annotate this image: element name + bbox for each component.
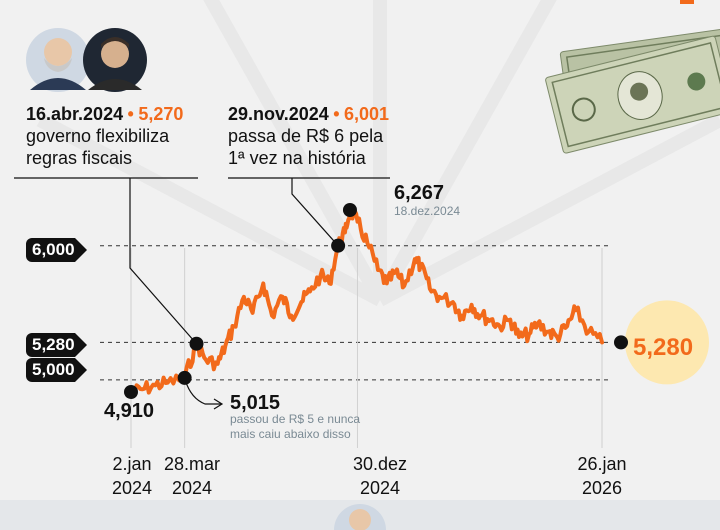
avatar-lula — [26, 28, 90, 92]
point-marker-4 — [342, 203, 357, 217]
end-value-highlight — [625, 300, 709, 385]
leader-fiscal-rules — [14, 177, 198, 345]
x-tick-label-4: 26.jan 2026 — [557, 452, 647, 500]
leader-passes-5 — [184, 377, 224, 410]
point-marker-5 — [614, 335, 628, 350]
leader-passes-6 — [228, 177, 390, 247]
point-marker-0 — [124, 385, 138, 399]
x-tick-label-2: 28.mar 2024 — [147, 452, 237, 500]
annotation-2-line1: passa de R$ 6 pela — [228, 126, 384, 146]
point-sublabel-peak: 18.dez.2024 — [394, 204, 461, 218]
brand-mark-fragment — [680, 0, 694, 4]
annotation-1-line1: governo flexibiliza — [26, 126, 170, 146]
x-tick-1-line1: 2.jan — [112, 454, 152, 474]
point-label-5015: 5,015 — [230, 392, 281, 414]
annotation-1-value: 5,270 — [138, 104, 184, 124]
x-tick-3-line1: 30.dez — [352, 454, 408, 474]
x-tick-1-line2: 2024 — [111, 478, 153, 498]
annotation-1-line2: regras fiscais — [26, 148, 133, 168]
annotation-2-date: 29.nov.2024 — [228, 104, 329, 124]
ref-pill-5280: 5,280 — [26, 333, 86, 357]
point-label-end: 5,280 — [633, 334, 694, 361]
x-tick-4-line2: 2026 — [581, 478, 623, 498]
annotation-1-bullet: • — [127, 104, 134, 124]
dollar-bills-illustration — [545, 28, 720, 154]
annotation-1-date: 16.abr.2024 — [26, 104, 124, 124]
annotation-2-bullet: • — [333, 104, 340, 124]
point-markers — [124, 203, 628, 399]
x-tick-label-1: 2.jan 2024 — [87, 452, 177, 500]
ref-pill-5000: 5,000 — [26, 358, 86, 382]
avatar-haddad — [83, 28, 147, 92]
point-label-low: 4,910 — [104, 400, 155, 422]
ref-pill-6000: 6,000 — [26, 238, 86, 262]
point-marker-1 — [177, 370, 192, 385]
point-marker-2 — [189, 336, 204, 351]
reference-lines — [100, 245, 610, 381]
x-tick-3-line2: 2024 — [359, 478, 401, 498]
annotation-passes-6: 29.nov.2024 • 6,001 passa de R$ 6 pela 1… — [228, 104, 428, 169]
point-marker-3 — [331, 238, 346, 253]
annotation-2-line2: 1ª vez na história — [228, 148, 366, 168]
avatar-bottom-partial — [334, 504, 386, 530]
point-label-peak: 6,267 — [394, 182, 445, 204]
annotation-2-value: 6,001 — [343, 104, 389, 124]
x-tick-guides — [130, 248, 603, 448]
series-line-dollar — [129, 206, 604, 395]
point-note-5015: passou de R$ 5 e nunca mais caiu abaixo … — [230, 412, 361, 441]
x-tick-label-3: 30.dez 2024 — [335, 452, 425, 500]
x-tick-2-line1: 28.mar — [163, 454, 221, 474]
x-tick-2-line2: 2024 — [171, 478, 213, 498]
x-tick-4-line1: 26.jan — [577, 454, 627, 474]
annotation-leaders — [14, 177, 390, 410]
annotation-fiscal-rules: 16.abr.2024 • 5,270 governo flexibiliza … — [26, 104, 216, 169]
